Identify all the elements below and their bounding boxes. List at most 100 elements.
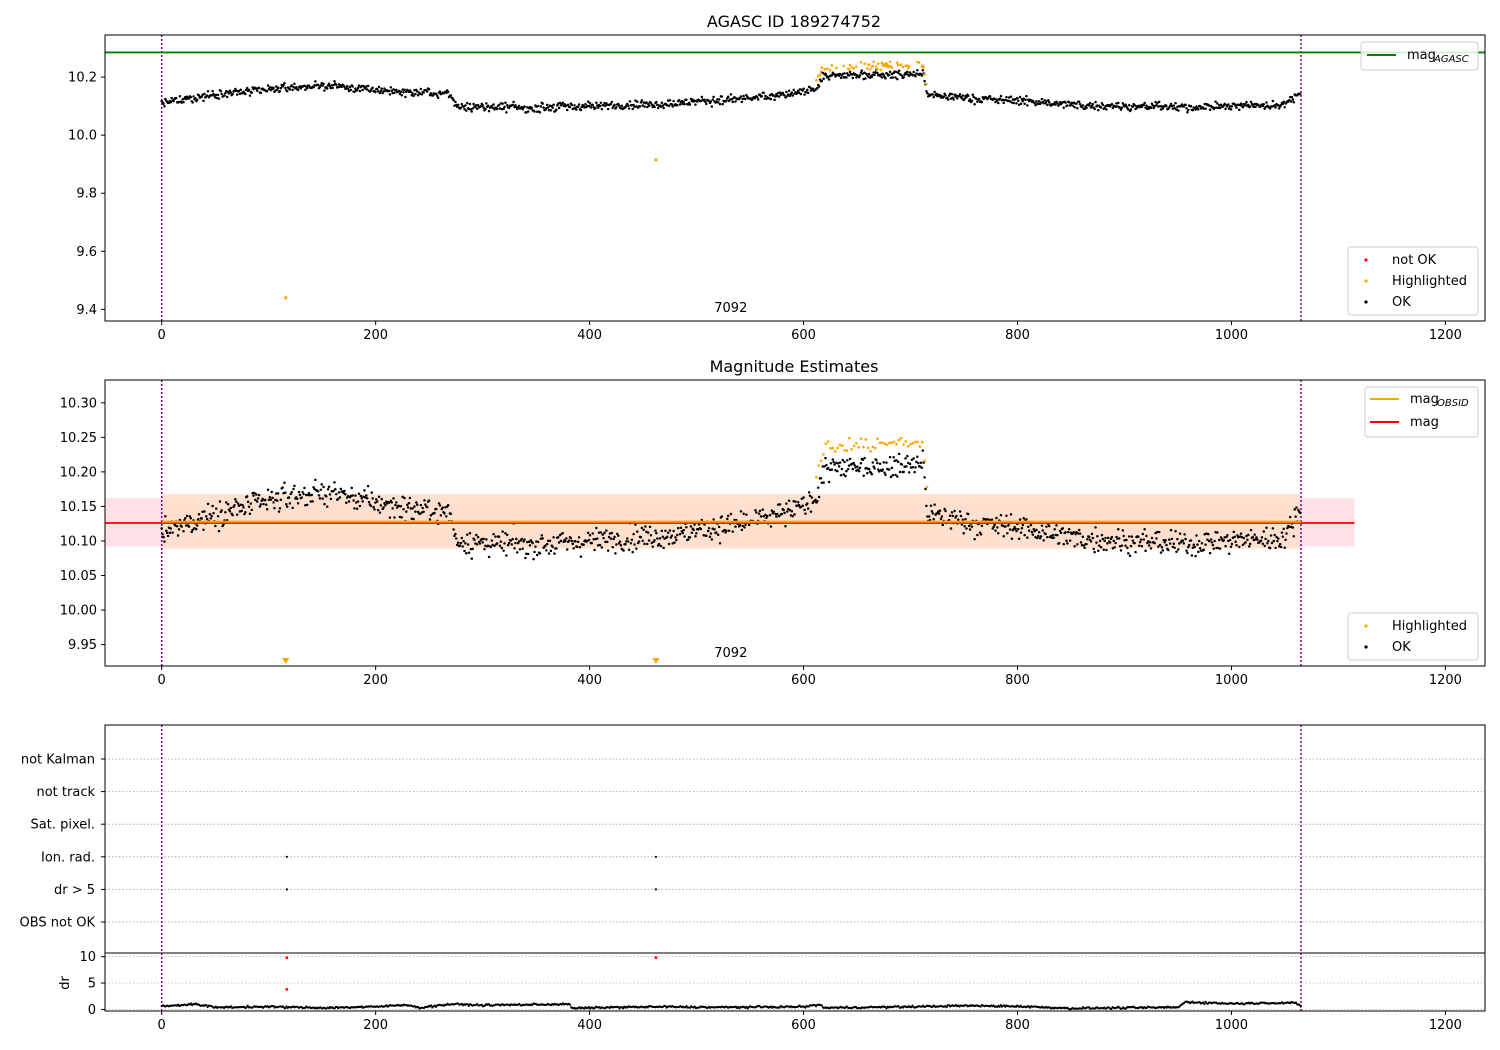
- ok-data-point: [570, 103, 574, 107]
- ok-data-point: [970, 99, 974, 103]
- ok-data-point: [740, 528, 744, 532]
- ok-data-point: [913, 470, 916, 474]
- highlighted-data-point: [836, 446, 839, 450]
- ok-data-point: [968, 98, 972, 101]
- ok-data-point: [169, 101, 173, 104]
- ok-data-point: [670, 534, 674, 537]
- ok-data-point: [640, 99, 644, 102]
- ok-data-point: [976, 533, 979, 537]
- ok-data-point: [460, 102, 464, 106]
- ok-data-point: [295, 497, 299, 501]
- ok-data-point: [769, 525, 773, 528]
- dr-data-point: [587, 1006, 590, 1009]
- ok-data-point: [802, 87, 805, 90]
- ok-data-point: [1196, 543, 1199, 546]
- ok-data-point: [1017, 527, 1020, 531]
- ok-data-point: [304, 88, 307, 91]
- ok-data-point: [283, 82, 286, 85]
- ok-data-point: [870, 75, 874, 79]
- ok-data-point: [458, 544, 462, 547]
- ok-data-point: [557, 106, 561, 110]
- ok-data-point: [702, 534, 705, 537]
- ok-data-point: [405, 510, 408, 513]
- ok-data-point: [967, 524, 971, 528]
- panel3-frame: [104, 724, 1486, 1012]
- legend-ok-marker: [1364, 645, 1368, 649]
- ok-data-point: [292, 487, 295, 491]
- ok-data-point: [940, 515, 944, 518]
- ok-data-point: [300, 496, 303, 499]
- ok-data-point: [717, 98, 721, 101]
- highlighted-data-point: [885, 443, 889, 446]
- ok-data-point: [1273, 104, 1276, 107]
- ok-data-point: [1193, 545, 1196, 549]
- ok-data-point: [729, 93, 733, 96]
- ok-data-point: [942, 95, 945, 98]
- ok-data-point: [542, 106, 545, 109]
- ok-data-point: [1208, 551, 1212, 555]
- ok-data-point: [269, 88, 273, 92]
- ok-data-point: [1286, 526, 1289, 530]
- ok-data-point: [285, 505, 289, 508]
- ok-data-point: [1290, 95, 1294, 99]
- ok-data-point: [890, 466, 894, 470]
- ok-data-point: [1041, 529, 1045, 532]
- ok-data-point: [439, 514, 443, 517]
- ok-data-point: [275, 88, 279, 91]
- highlighted-data-point: [884, 65, 887, 68]
- ok-data-point: [1160, 105, 1164, 108]
- ok-data-point: [965, 527, 968, 530]
- ok-data-point: [343, 85, 346, 89]
- ok-data-point: [604, 104, 607, 108]
- ok-data-point: [504, 101, 507, 105]
- ok-data-point: [768, 513, 772, 517]
- highlighted-data-point: [855, 441, 858, 445]
- ok-data-point: [1186, 551, 1189, 555]
- ok-data-point: [174, 96, 178, 100]
- ok-data-point: [463, 107, 466, 111]
- ok-data-point: [310, 493, 313, 497]
- ok-data-point: [966, 94, 970, 97]
- legend-highlighted-label: Highlighted: [1392, 619, 1467, 634]
- ok-data-point: [481, 103, 484, 107]
- ok-data-point: [305, 493, 308, 497]
- ok-data-point: [947, 94, 951, 97]
- ok-data-point: [662, 106, 665, 110]
- dr-flagged-point: [654, 956, 658, 960]
- ok-data-point: [1111, 106, 1115, 110]
- dr-data-point: [246, 1004, 249, 1007]
- ok-data-point: [349, 88, 353, 92]
- x-tick-label: 400: [577, 673, 602, 688]
- ok-data-point: [245, 495, 249, 498]
- ok-data-point: [620, 104, 624, 108]
- ok-data-point: [1145, 534, 1148, 538]
- ok-data-point: [287, 496, 291, 499]
- highlighted-data-point: [883, 442, 886, 446]
- ok-data-point: [739, 510, 743, 513]
- ok-data-point: [932, 517, 935, 521]
- ok-data-point: [1012, 101, 1015, 105]
- highlighted-data-point: [820, 66, 824, 69]
- ok-data-point: [592, 537, 595, 541]
- ok-data-point: [1298, 511, 1302, 515]
- ok-data-point: [273, 506, 276, 510]
- ok-data-point: [1271, 99, 1275, 103]
- ok-data-point: [911, 73, 915, 77]
- ok-data-point: [1142, 538, 1145, 541]
- ok-data-point: [906, 70, 909, 74]
- ok-data-point: [1116, 537, 1119, 540]
- ok-data-point: [563, 102, 566, 106]
- ok-data-point: [806, 507, 810, 510]
- ok-data-point: [253, 491, 256, 495]
- ok-data-point: [206, 502, 210, 506]
- ok-data-point: [678, 532, 682, 536]
- ok-data-point: [875, 458, 878, 462]
- ok-data-point: [700, 95, 704, 99]
- ok-data-point: [259, 91, 263, 95]
- dr-data-point: [417, 1005, 420, 1009]
- ok-data-point: [456, 103, 460, 107]
- ok-data-point: [1031, 533, 1035, 536]
- ok-data-point: [606, 107, 610, 111]
- ok-data-point: [1125, 538, 1128, 542]
